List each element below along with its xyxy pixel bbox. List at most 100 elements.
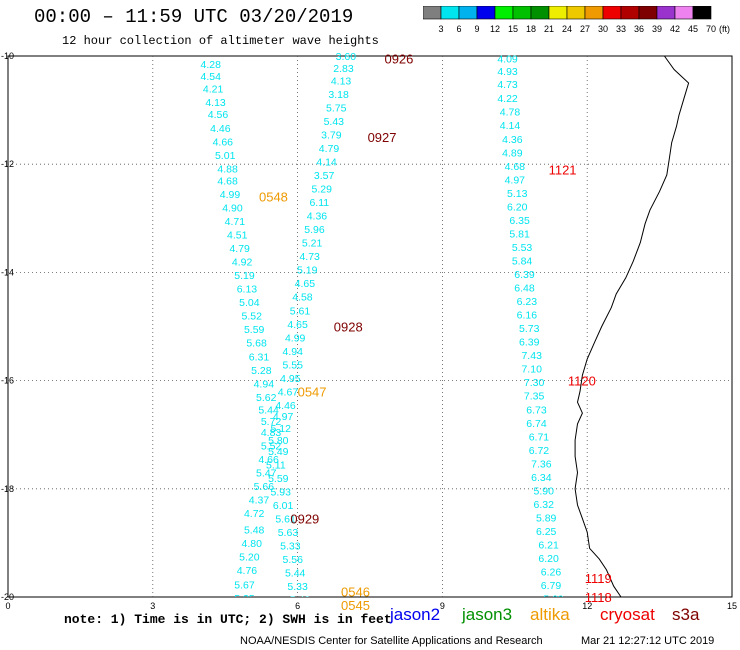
- wave-height-label: 5.90: [534, 485, 555, 497]
- wave-height-label: 4.56: [208, 109, 229, 121]
- y-tick-label: -12: [1, 159, 14, 169]
- wave-height-label: 4.58: [292, 292, 313, 304]
- wave-height-label: 5.43: [324, 116, 345, 128]
- satellite-cryosat: cryosat: [600, 605, 655, 624]
- wave-height-label: 5.63: [278, 527, 299, 539]
- colorbar-unit: (ft): [719, 24, 730, 34]
- wave-height-label: 6.72: [529, 445, 550, 457]
- wave-height-label: 5.29: [312, 184, 333, 196]
- wave-height-label: 4.89: [502, 147, 523, 159]
- wave-height-label: 5.11: [266, 459, 286, 471]
- wave-height-label: 5.33: [280, 541, 301, 553]
- colorbar-tick-label: 3: [438, 24, 443, 34]
- wave-height-label: 3.79: [321, 129, 342, 141]
- credit-text: NOAA/NESDIS Center for Satellite Applica…: [240, 635, 543, 647]
- wave-height-label: 6.39: [519, 337, 540, 349]
- wave-height-label: 5.62: [256, 392, 277, 404]
- wave-height-label: 4.99: [285, 332, 306, 344]
- wave-height-label: 4.97: [273, 411, 294, 423]
- wave-height-label: 6.74: [526, 418, 547, 430]
- wave-height-label: 4.80: [242, 538, 263, 550]
- pass-time-label: 0928: [334, 320, 363, 335]
- colorbar-tick-label: 24: [562, 24, 572, 34]
- wave-height-label: 5.89: [536, 512, 557, 524]
- wave-height-label: 7.30: [524, 377, 545, 389]
- wave-height-label: 4.73: [299, 251, 320, 263]
- generated-timestamp: Mar 21 12:27:12 UTC 2019: [581, 635, 715, 647]
- wave-height-label: 5.21: [302, 238, 323, 250]
- wave-height-label: 5.84: [512, 255, 533, 267]
- colorbar-tick-label: 36: [634, 24, 644, 34]
- wave-height-label: 5.80: [268, 435, 289, 447]
- pass-time-label: 0546: [341, 585, 370, 600]
- wave-height-label: 6.16: [517, 310, 538, 322]
- wave-height-label: 5.49: [268, 446, 289, 458]
- page-title: 00:00 – 11:59 UTC 03/20/2019: [34, 6, 354, 28]
- wave-height-label: 6.26: [541, 567, 562, 579]
- wave-height-label: 5.19: [297, 265, 318, 277]
- wave-height-label: 6.32: [534, 499, 555, 511]
- wave-height-label: 6.79: [546, 634, 567, 646]
- page-subtitle: 12 hour collection of altimeter wave hei…: [62, 34, 379, 48]
- y-tick-label: -16: [1, 376, 14, 386]
- wave-height-label: 4.46: [210, 123, 231, 135]
- wave-height-label: 4.99: [220, 189, 241, 201]
- colorbar-tick-label: 42: [670, 24, 680, 34]
- wave-height-label: 5.01: [215, 150, 236, 162]
- colorbar-tick-label: 30: [598, 24, 608, 34]
- wave-height-label: 4.13: [205, 97, 226, 109]
- pass-time-label: 0547: [298, 384, 327, 399]
- wave-height-label: 4.71: [225, 216, 246, 228]
- wave-height-label: 4.79: [229, 243, 250, 255]
- wave-height-label: 4.14: [500, 120, 521, 132]
- colorbar-tick-label: 18: [526, 24, 536, 34]
- pass-time-label: 0927: [368, 130, 397, 145]
- wave-height-label: 4.90: [222, 202, 243, 214]
- satellite-jason2: jason2: [390, 605, 441, 624]
- wave-height-label: 5.72: [261, 416, 282, 428]
- wave-height-label: 6.48: [514, 283, 535, 295]
- wave-height-label: 4.73: [497, 79, 518, 91]
- wave-height-label: 5.68: [246, 338, 267, 350]
- wave-height-label: 6.73: [526, 404, 547, 416]
- wave-height-label: 4.67: [278, 386, 299, 398]
- wave-height-label: 4.92: [232, 257, 253, 269]
- y-tick-label: -14: [1, 267, 14, 277]
- wave-height-label: 5.28: [251, 365, 272, 377]
- wave-height-label: 4.88: [217, 164, 238, 176]
- wave-height-label: 5.56: [283, 554, 304, 566]
- pass-time-label: 1121: [549, 163, 577, 178]
- wave-height-label: 5.59: [268, 473, 289, 485]
- wave-height-label: 5.93: [270, 487, 291, 499]
- wave-height-label: 5.33: [287, 581, 308, 593]
- wave-height-label: 3.18: [328, 89, 349, 101]
- wave-height-label: 5.61: [290, 305, 311, 317]
- wave-height-label: 5.52: [261, 441, 282, 453]
- wave-height-label: 5.52: [242, 311, 263, 323]
- satellite-altika: altika: [530, 605, 570, 624]
- wave-height-label: 5.73: [519, 323, 540, 335]
- x-tick-label: 9: [440, 601, 445, 611]
- wave-height-label: 5.13: [507, 188, 528, 200]
- x-tick-label: 15: [727, 601, 737, 611]
- x-tick-label: 12: [582, 601, 592, 611]
- wave-height-label: 4.66: [213, 136, 234, 148]
- wave-height-label: 6.20: [538, 553, 559, 565]
- wave-height-label: 5.66: [254, 481, 275, 493]
- wave-height-label: 4.94: [283, 346, 304, 358]
- wave-height-label: 4.68: [505, 161, 526, 173]
- wave-height-label: 5.47: [256, 468, 277, 480]
- wave-height-label: 4.65: [295, 278, 316, 290]
- wave-height-label: 4.14: [316, 156, 337, 168]
- wave-height-label: 4.94: [254, 378, 275, 390]
- wave-height-label: 2.83: [333, 63, 354, 75]
- colorbar-tick-label: 15: [508, 24, 518, 34]
- wave-height-label: 5.61: [275, 514, 296, 526]
- wave-height-label: 6.31: [249, 351, 270, 363]
- wave-height-label: 4.95: [280, 373, 301, 385]
- footer-note: note: 1) Time is in UTC; 2) SWH is in fe…: [64, 612, 392, 627]
- pass-time-label: 0548: [259, 190, 288, 205]
- colorbar-tick-label: 39: [652, 24, 662, 34]
- wave-height-label: 4.36: [307, 211, 328, 223]
- plot-frame: [7, 55, 733, 598]
